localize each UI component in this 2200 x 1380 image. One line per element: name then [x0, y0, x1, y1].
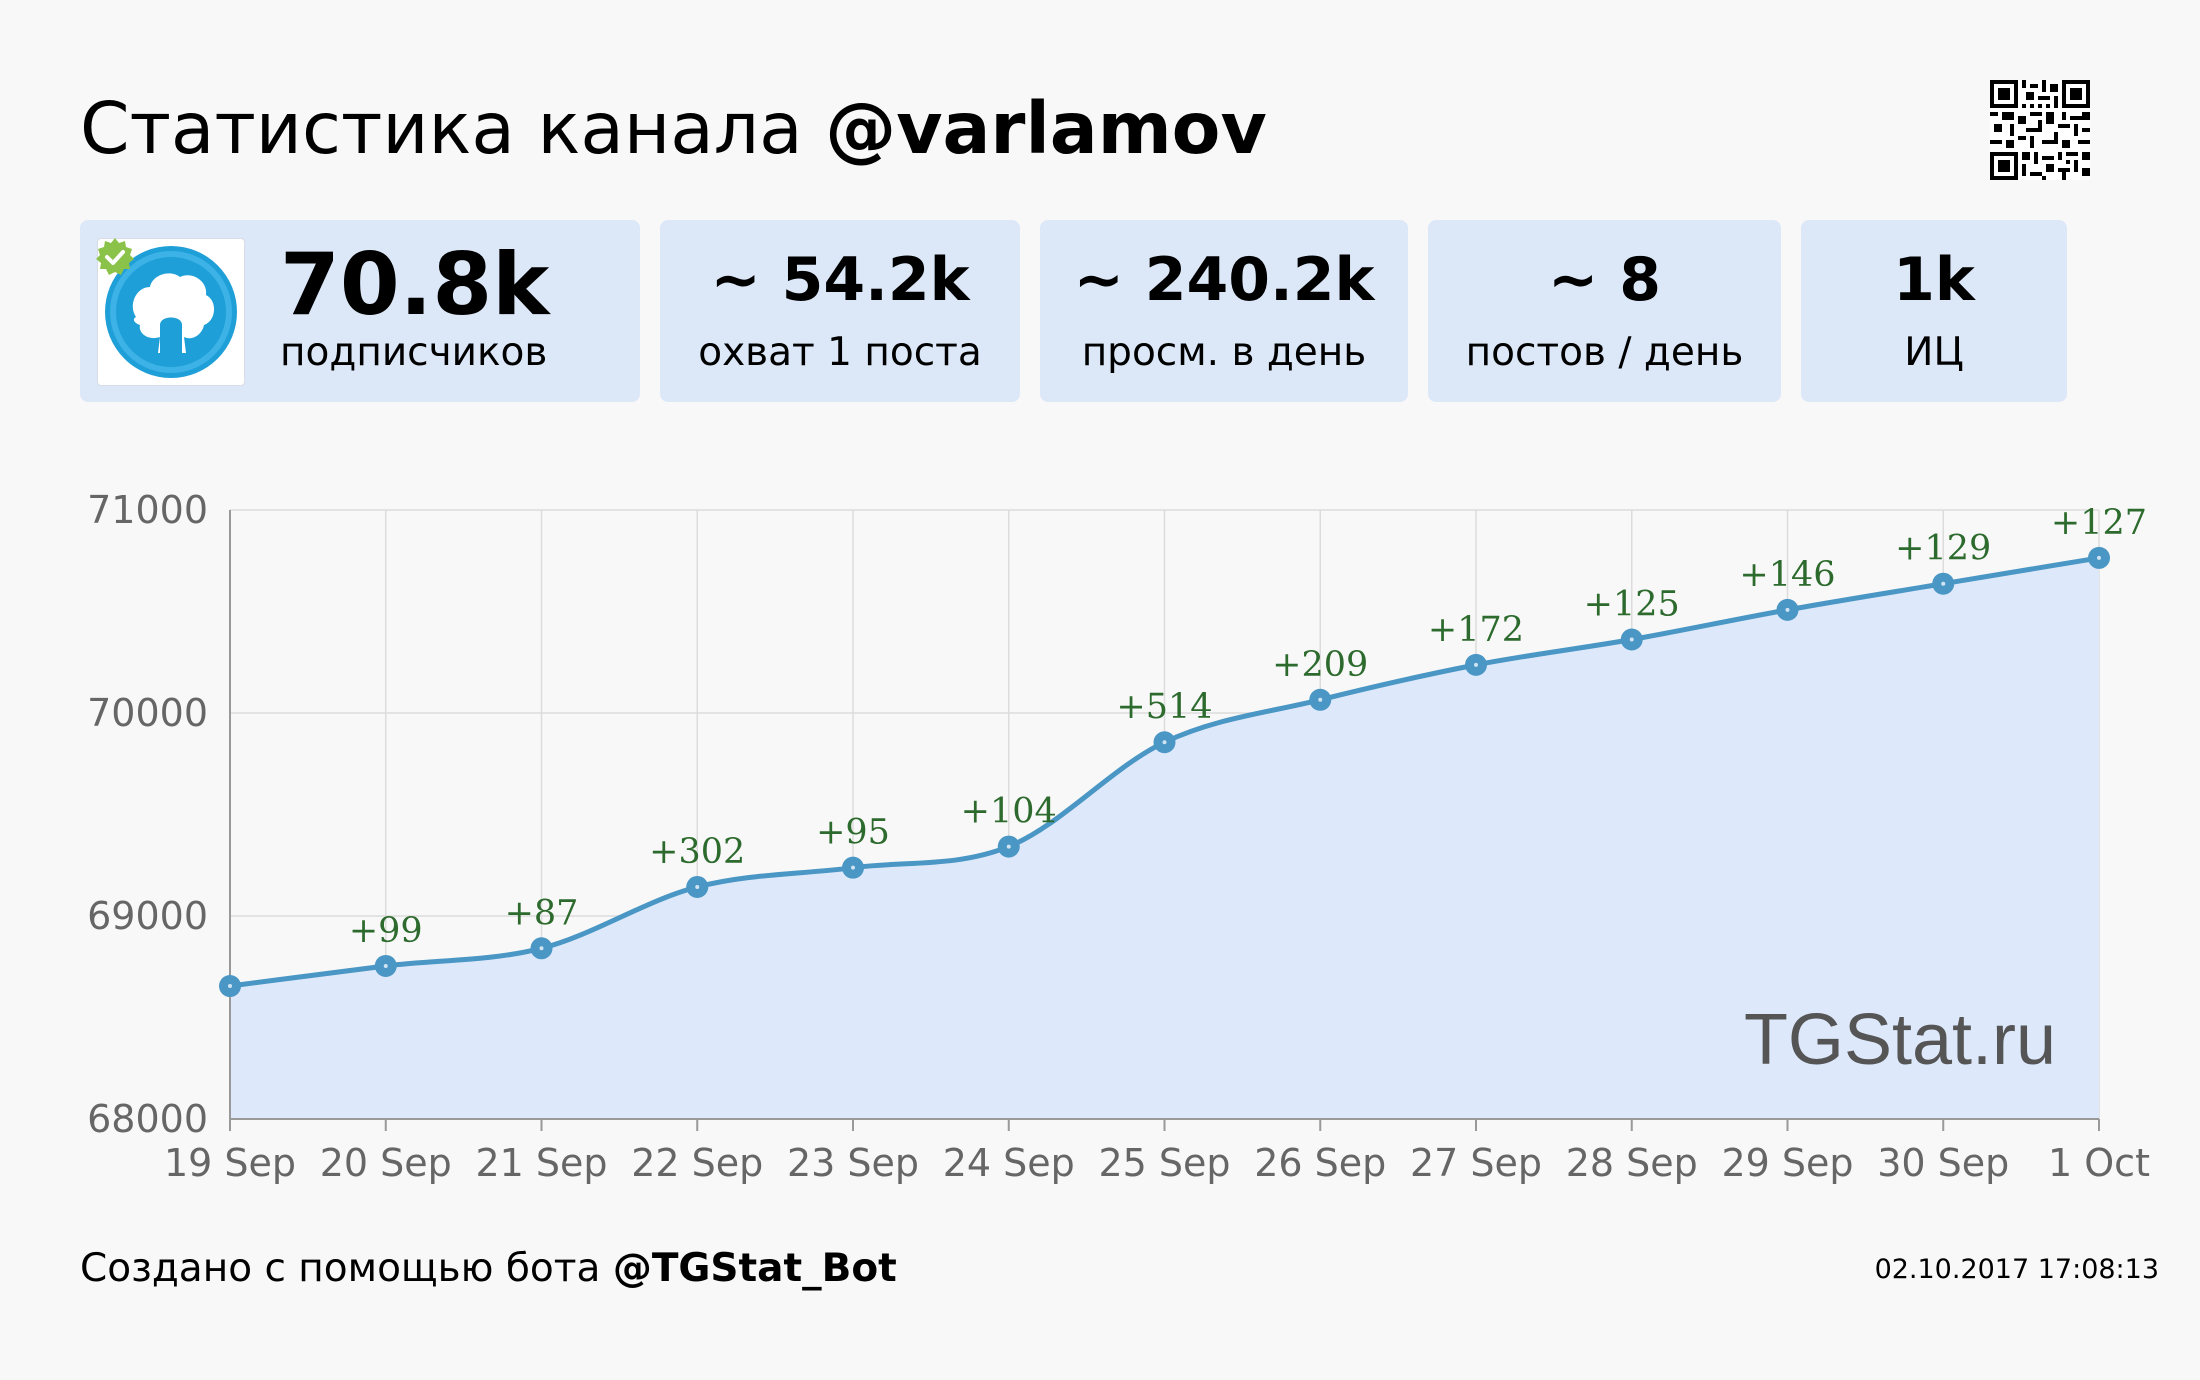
- chart-axes: [229, 510, 2100, 1131]
- verified-badge-icon: [96, 238, 134, 275]
- data-label: +99: [349, 911, 423, 951]
- qr-code-icon: [1990, 80, 2090, 180]
- data-label: +129: [1895, 529, 1991, 569]
- data-point-center: [851, 865, 855, 870]
- x-tick-label: 22 Sep: [631, 1141, 763, 1185]
- y-tick-label: 68000: [87, 1097, 208, 1141]
- posts-value: ~ 8: [1548, 245, 1661, 315]
- data-point-center: [1941, 581, 1946, 586]
- x-tick-label: 1 Oct: [2048, 1141, 2150, 1185]
- y-tick-label: 70000: [87, 691, 208, 735]
- title-prefix: Статистика канала: [80, 87, 803, 170]
- x-tick-label: 23 Sep: [787, 1141, 919, 1185]
- y-tick-label: 69000: [87, 894, 208, 938]
- data-label: +209: [1272, 645, 1368, 685]
- x-tick-label: 30 Sep: [1877, 1141, 2009, 1185]
- data-point-center: [1629, 637, 1634, 642]
- footer-bot-handle[interactable]: @TGStat_Bot: [612, 1246, 897, 1291]
- views-label: просм. в день: [1081, 330, 1367, 375]
- ic-value: 1k: [1893, 245, 1975, 315]
- chart-tick-labels: 68000 69000 70000 71000 19 Sep 20 Sep 21 Sep 22…: [87, 488, 2150, 1185]
- data-label: +302: [649, 832, 745, 872]
- data-label: +514: [1116, 687, 1212, 727]
- subscribers-chart: TGStat.ru +99 +87+302 +95+104+514+209+172+…: [87, 488, 2150, 1185]
- x-tick-label: 28 Sep: [1566, 1141, 1698, 1185]
- x-tick-label: 25 Sep: [1098, 1141, 1230, 1185]
- data-label: +87: [505, 893, 579, 933]
- x-tick-label: 24 Sep: [943, 1141, 1075, 1185]
- data-point-center: [1006, 844, 1011, 849]
- channel-handle: @varlamov: [825, 87, 1267, 170]
- footer-credit: Создано с помощью бота @TGStat_Bot: [80, 1244, 897, 1294]
- x-tick-label: 19 Sep: [164, 1141, 296, 1185]
- data-point-center: [1162, 740, 1167, 745]
- data-point-center: [1785, 607, 1790, 612]
- data-point-center: [539, 946, 544, 951]
- footer-prefix: Создано с помощью бота: [80, 1246, 601, 1291]
- ic-label: ИЦ: [1904, 330, 1964, 375]
- data-point-center: [228, 984, 232, 989]
- chart-points: [219, 546, 2110, 998]
- data-label: +95: [816, 813, 890, 853]
- reach-label: охват 1 поста: [698, 330, 982, 375]
- data-point-center: [695, 884, 700, 889]
- views-value: ~ 240.2k: [1073, 245, 1375, 315]
- data-point-center: [1318, 697, 1323, 702]
- x-tick-label: 29 Sep: [1721, 1141, 1853, 1185]
- data-point-center: [1474, 662, 1478, 667]
- data-label: +146: [1739, 555, 1835, 595]
- x-tick-label: 27 Sep: [1410, 1141, 1542, 1185]
- page-title: Статистика канала @varlamov: [80, 84, 1267, 174]
- posts-label: постов / день: [1465, 330, 1744, 375]
- generated-timestamp: 02.10.2017 17:08:13: [1874, 1254, 2159, 1285]
- reach-value: ~ 54.2k: [710, 245, 970, 315]
- subscribers-value: 70.8k: [280, 235, 550, 335]
- stat-card-views: ~ 240.2k просм. в день: [1040, 220, 1408, 402]
- stat-card-subscribers: 70.8k подписчиков: [80, 220, 640, 402]
- stat-card-reach: ~ 54.2k охват 1 поста: [660, 220, 1020, 402]
- data-label: +127: [2051, 503, 2147, 543]
- subscribers-label: подписчиков: [280, 330, 548, 375]
- watermark-label: TGStat.ru: [1744, 1000, 2056, 1080]
- data-point-center: [383, 963, 388, 968]
- stat-card-posts: ~ 8 постов / день: [1428, 220, 1781, 402]
- data-label: +172: [1428, 610, 1524, 650]
- data-label: +125: [1584, 585, 1680, 625]
- data-label: +104: [961, 792, 1057, 832]
- x-tick-label: 26 Sep: [1254, 1141, 1386, 1185]
- x-tick-label: 21 Sep: [475, 1141, 607, 1185]
- data-point-center: [2097, 555, 2101, 560]
- y-tick-label: 71000: [87, 488, 208, 532]
- chart-data-labels: +99 +87 +302 +95 +104 +514 +209 +172 +125 +146 +12…: [349, 503, 2147, 951]
- x-tick-label: 20 Sep: [320, 1141, 452, 1185]
- chart-area-fill: [230, 557, 2099, 1119]
- stat-card-ic: 1k ИЦ: [1801, 220, 2067, 402]
